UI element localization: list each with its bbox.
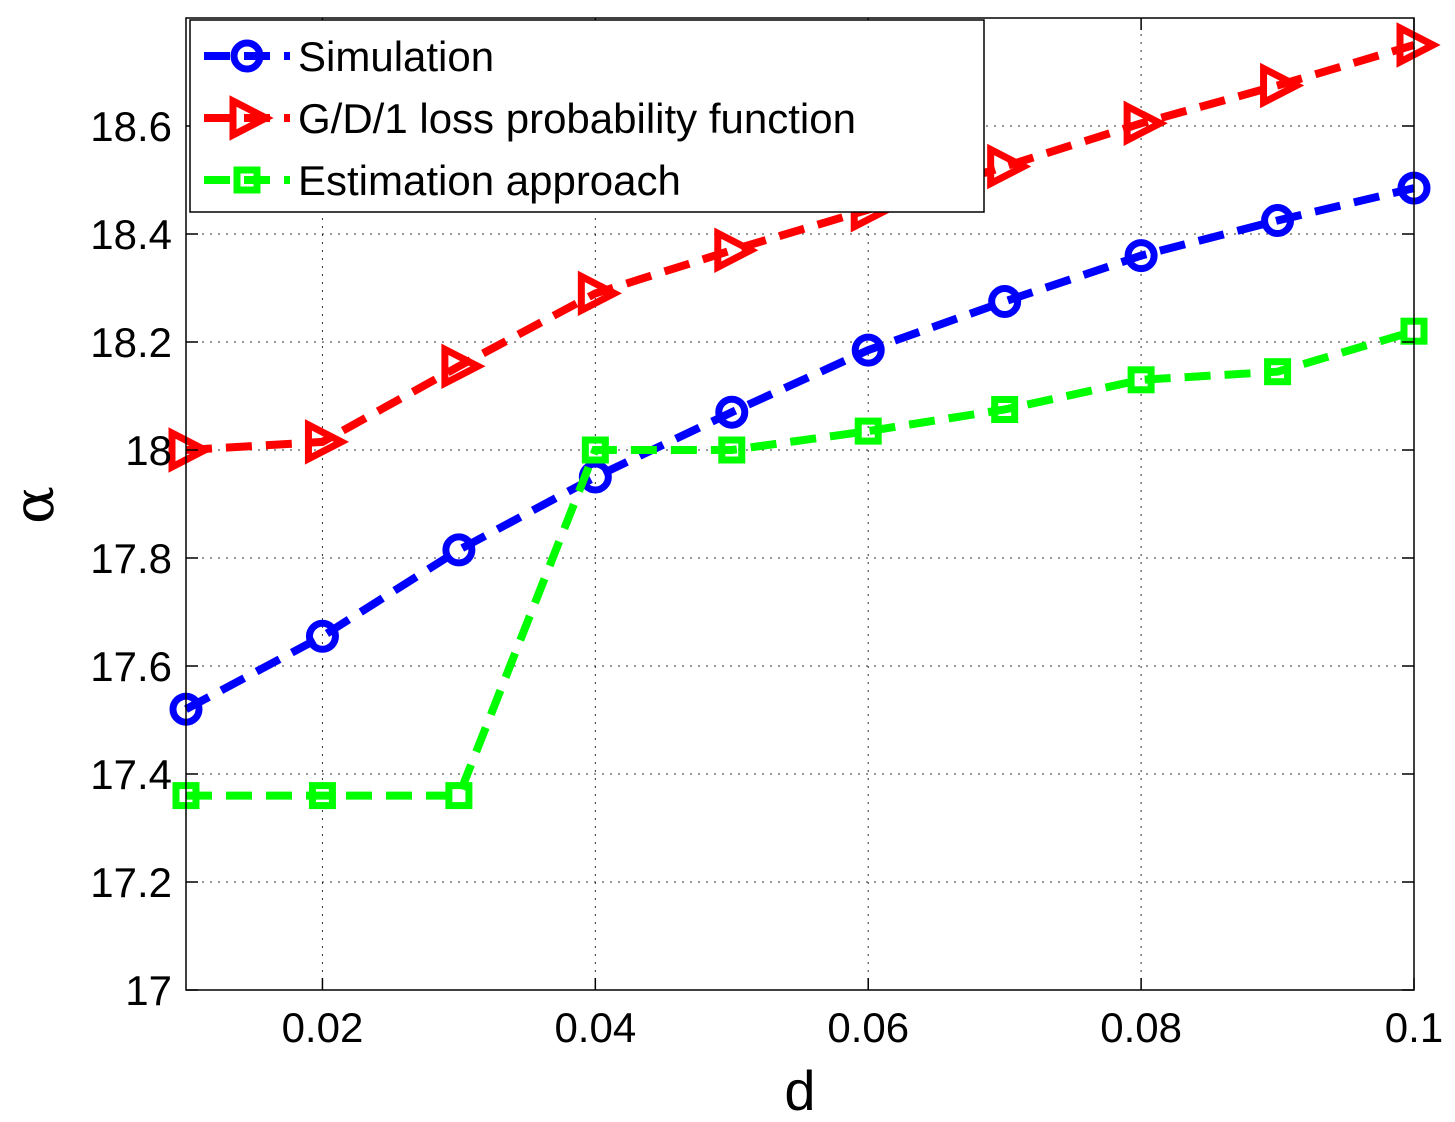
data-point	[581, 436, 609, 464]
legend-entry-1: G/D/1 loss probability function	[204, 95, 856, 142]
data-point	[851, 333, 885, 367]
plot-area-frame	[185, 17, 1415, 991]
x-axis-title: d	[784, 1059, 815, 1122]
data-point	[1260, 62, 1305, 109]
y-tick-label: 18.4	[90, 211, 172, 258]
data-point	[445, 782, 473, 810]
legend-marker	[230, 39, 264, 73]
y-tick-label: 17	[125, 967, 172, 1014]
data-point	[1124, 239, 1158, 273]
legend-label: G/D/1 loss probability function	[298, 95, 856, 142]
y-tick-label: 17.8	[90, 535, 172, 582]
data-point	[305, 619, 339, 653]
series-line	[186, 327, 1416, 800]
series-0	[169, 171, 1431, 726]
series-line	[185, 41, 1416, 454]
data-point	[577, 270, 622, 317]
data-point	[1123, 100, 1168, 147]
y-tick-label: 18.6	[90, 103, 172, 150]
legend: Simulation G/D/1 loss probability functio…	[189, 19, 985, 213]
x-tick-label: 0.08	[1100, 1004, 1182, 1051]
data-point	[1261, 204, 1295, 237]
legend-entry-0: Simulation	[204, 33, 494, 80]
data-point	[308, 782, 336, 810]
axis-ticks: 0.02 0.04 0.06 0.08 0.1 17 17.2 17.4 17.6 17.8 18 1…	[90, 18, 1443, 1051]
x-tick-label: 0.06	[827, 1004, 909, 1051]
y-tick-label: 17.6	[90, 643, 172, 690]
data-point	[991, 396, 1019, 423]
data-point	[1396, 22, 1441, 68]
legend-label: Estimation approach	[298, 157, 681, 204]
data-point	[168, 427, 213, 473]
y-axis-title: α	[2, 486, 67, 524]
legend-marker	[229, 95, 274, 141]
legend-marker	[233, 166, 261, 194]
legend-label: Simulation	[298, 33, 494, 80]
x-tick-label: 0.02	[282, 1004, 364, 1051]
data-point	[715, 395, 749, 429]
data-point	[718, 436, 746, 464]
data-point	[442, 533, 476, 567]
y-tick-label: 17.2	[90, 859, 172, 906]
y-tick-label: 18.2	[90, 319, 172, 366]
y-tick-label: 18	[125, 427, 172, 474]
series-line	[184, 184, 1415, 713]
legend-entry-2: Estimation approach	[204, 157, 681, 204]
x-tick-label: 0.1	[1385, 1004, 1443, 1051]
data-point	[988, 285, 1022, 318]
y-tick-label: 17.4	[90, 751, 172, 798]
data-point	[714, 227, 759, 273]
data-point	[854, 417, 882, 445]
series-2	[172, 317, 1428, 810]
series-1	[168, 22, 1441, 473]
data-point	[1264, 358, 1292, 386]
x-tick-label: 0.04	[554, 1004, 636, 1051]
data-point	[304, 419, 350, 465]
data-point	[987, 143, 1032, 190]
legend-box	[189, 19, 985, 213]
data-point	[1127, 366, 1155, 394]
data-point	[441, 343, 486, 390]
